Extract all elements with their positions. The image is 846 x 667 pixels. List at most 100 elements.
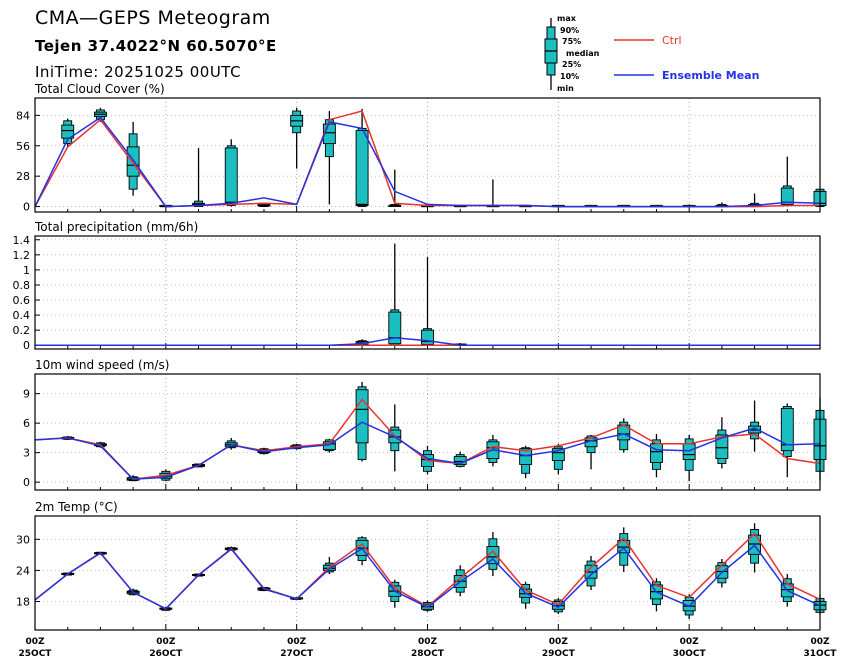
- panel-2-box-23: [780, 403, 794, 478]
- title-block: CMA—GEPS Meteogram Tejen 37.4022°N 60.50…: [35, 6, 277, 82]
- panel-3-box-13: [453, 565, 467, 597]
- x-hour-label-4: 00Z: [549, 637, 569, 647]
- panel-0-box-2: [93, 107, 107, 122]
- x-date-label-1: 26OCT: [149, 649, 183, 659]
- panel-0-mean-line: [34, 116, 821, 208]
- legend-box-label-5: 10%: [560, 72, 579, 81]
- panel-0-box-8: [290, 107, 304, 169]
- panel-2-ytick-label-0: 0: [23, 476, 30, 489]
- box-p25-p75: [551, 448, 565, 461]
- panel-0-ytick-label-0: 0: [23, 201, 30, 214]
- panel-0-box-23: [780, 156, 794, 207]
- x-hour-label-5: 00Z: [680, 637, 700, 647]
- box-p25-p75: [486, 546, 500, 565]
- panel-2-box-22: [748, 400, 762, 452]
- panel-2-title: 10m wind speed (m/s): [35, 358, 169, 372]
- panel-2-box-14: [486, 434, 500, 467]
- panel-1-mean-line: [35, 336, 820, 346]
- legend-box-label-3: median: [566, 49, 600, 58]
- panel-2-box-13: [453, 451, 467, 468]
- panel-1-box-11: [388, 243, 402, 346]
- location-label: Tejen 37.4022°N 60.5070°E: [35, 37, 277, 55]
- x-date-label-6: 31OCT: [804, 649, 838, 659]
- panel-1-ytick-label-3: 0.6: [13, 294, 31, 307]
- panel-0-title: Total Cloud Cover (%): [34, 82, 165, 96]
- panel-3-box-22: [748, 523, 762, 573]
- box-p25-p75: [715, 434, 729, 459]
- panel-3-box-14: [486, 532, 500, 577]
- legend-box-label-4: 25%: [562, 60, 581, 69]
- panel-1-ytick-label-1: 0.2: [13, 324, 31, 337]
- panel-1-ytick-label-0: 0: [23, 339, 30, 352]
- panel-3-ytick-label-0: 18: [16, 596, 30, 609]
- panel-2-box-21: [715, 417, 729, 469]
- panel-2-box-15: [519, 445, 533, 479]
- panel-1-ytick-label-5: 1: [23, 264, 30, 277]
- legend-mean-label: Ensemble Mean: [662, 69, 759, 82]
- panel-2-box-11: [388, 404, 402, 472]
- box-p25-p75: [421, 329, 434, 345]
- panel-1-title: Total precipitation (mm/6h): [34, 220, 198, 234]
- panel-2-box-20: [682, 434, 696, 482]
- panel-1-frame: [34, 235, 821, 350]
- panel-2-frame: [34, 373, 821, 491]
- panel-3-title: 2m Temp (°C): [35, 500, 118, 514]
- box-p25-p75: [388, 311, 402, 345]
- panel-0-box-11: [388, 169, 402, 208]
- x-date-label-0: 25OCT: [19, 649, 53, 659]
- panel-0-box-5: [192, 147, 205, 208]
- box-p25-p75: [126, 146, 140, 177]
- panel-0-ytick-label-2: 56: [16, 140, 30, 153]
- box-p25-p75: [519, 448, 533, 465]
- box-p25-p75: [780, 187, 794, 205]
- box-p25-p75: [650, 443, 663, 463]
- panel-1-ytick-label-7: 1.4: [13, 234, 31, 247]
- x-hour-label-1: 00Z: [156, 637, 176, 647]
- panel-1-box-12: [421, 257, 434, 346]
- panel-0-box-6: [224, 139, 238, 207]
- panel-0-ytick-label-1: 28: [16, 170, 30, 183]
- panel-1-ytick-label-4: 0.8: [13, 279, 31, 292]
- box-p25-p75: [780, 407, 794, 452]
- box-p25-p75: [682, 443, 696, 460]
- legend-box-label-1: 90%: [560, 26, 579, 35]
- panel-0-box-7: [257, 202, 271, 208]
- panel-0-frame: [34, 97, 821, 213]
- panel-3-box-18: [617, 527, 631, 572]
- panel-2-ytick-label-3: 9: [23, 388, 30, 401]
- panel-3-mean-line: [34, 544, 821, 610]
- panel-3-frame: [34, 515, 821, 631]
- x-hour-label-3: 00Z: [418, 637, 438, 647]
- legend-ctrl-label: Ctrl: [662, 34, 682, 47]
- panel-2-ctrl-line: [34, 398, 821, 480]
- x-hour-label-0: 00Z: [25, 637, 45, 647]
- panel-1-ytick-label-6: 1.2: [13, 249, 31, 262]
- x-date-label-3: 28OCT: [411, 649, 445, 659]
- panel-1-ytick-label-2: 0.4: [13, 309, 31, 322]
- box-p25-p75: [355, 389, 369, 444]
- panel-2-box-19: [650, 433, 663, 478]
- panel-2-ytick-label-1: 3: [23, 447, 30, 460]
- box-p25-p75: [61, 124, 75, 139]
- x-hour-label-6: 00Z: [810, 637, 830, 647]
- legend-box-label-0: max: [557, 14, 577, 23]
- box-p25-p75: [224, 147, 238, 205]
- panel-2-mean-line: [34, 421, 821, 480]
- panel-0-ytick-label-3: 84: [16, 109, 30, 122]
- x-date-label-5: 30OCT: [673, 649, 707, 659]
- panel-2-box-16: [551, 443, 565, 475]
- chart-title: CMA—GEPS Meteogram: [35, 7, 271, 29]
- panel-0-box-14: [486, 179, 500, 208]
- panel-2-ytick-label-2: 6: [23, 417, 30, 430]
- x-hour-label-2: 00Z: [287, 637, 307, 647]
- legend-box-label-6: min: [557, 84, 574, 93]
- init-time-label: IniTime: 20251025 00UTC: [35, 63, 242, 81]
- panel-3-ytick-label-2: 30: [16, 533, 30, 546]
- panel-0-box-1: [61, 118, 75, 147]
- panel-3-ytick-label-1: 24: [16, 564, 30, 577]
- panel-0-box-9: [322, 111, 336, 205]
- x-date-label-2: 27OCT: [280, 649, 314, 659]
- x-date-label-4: 29OCT: [542, 649, 576, 659]
- legend-box-label-2: 75%: [562, 37, 581, 46]
